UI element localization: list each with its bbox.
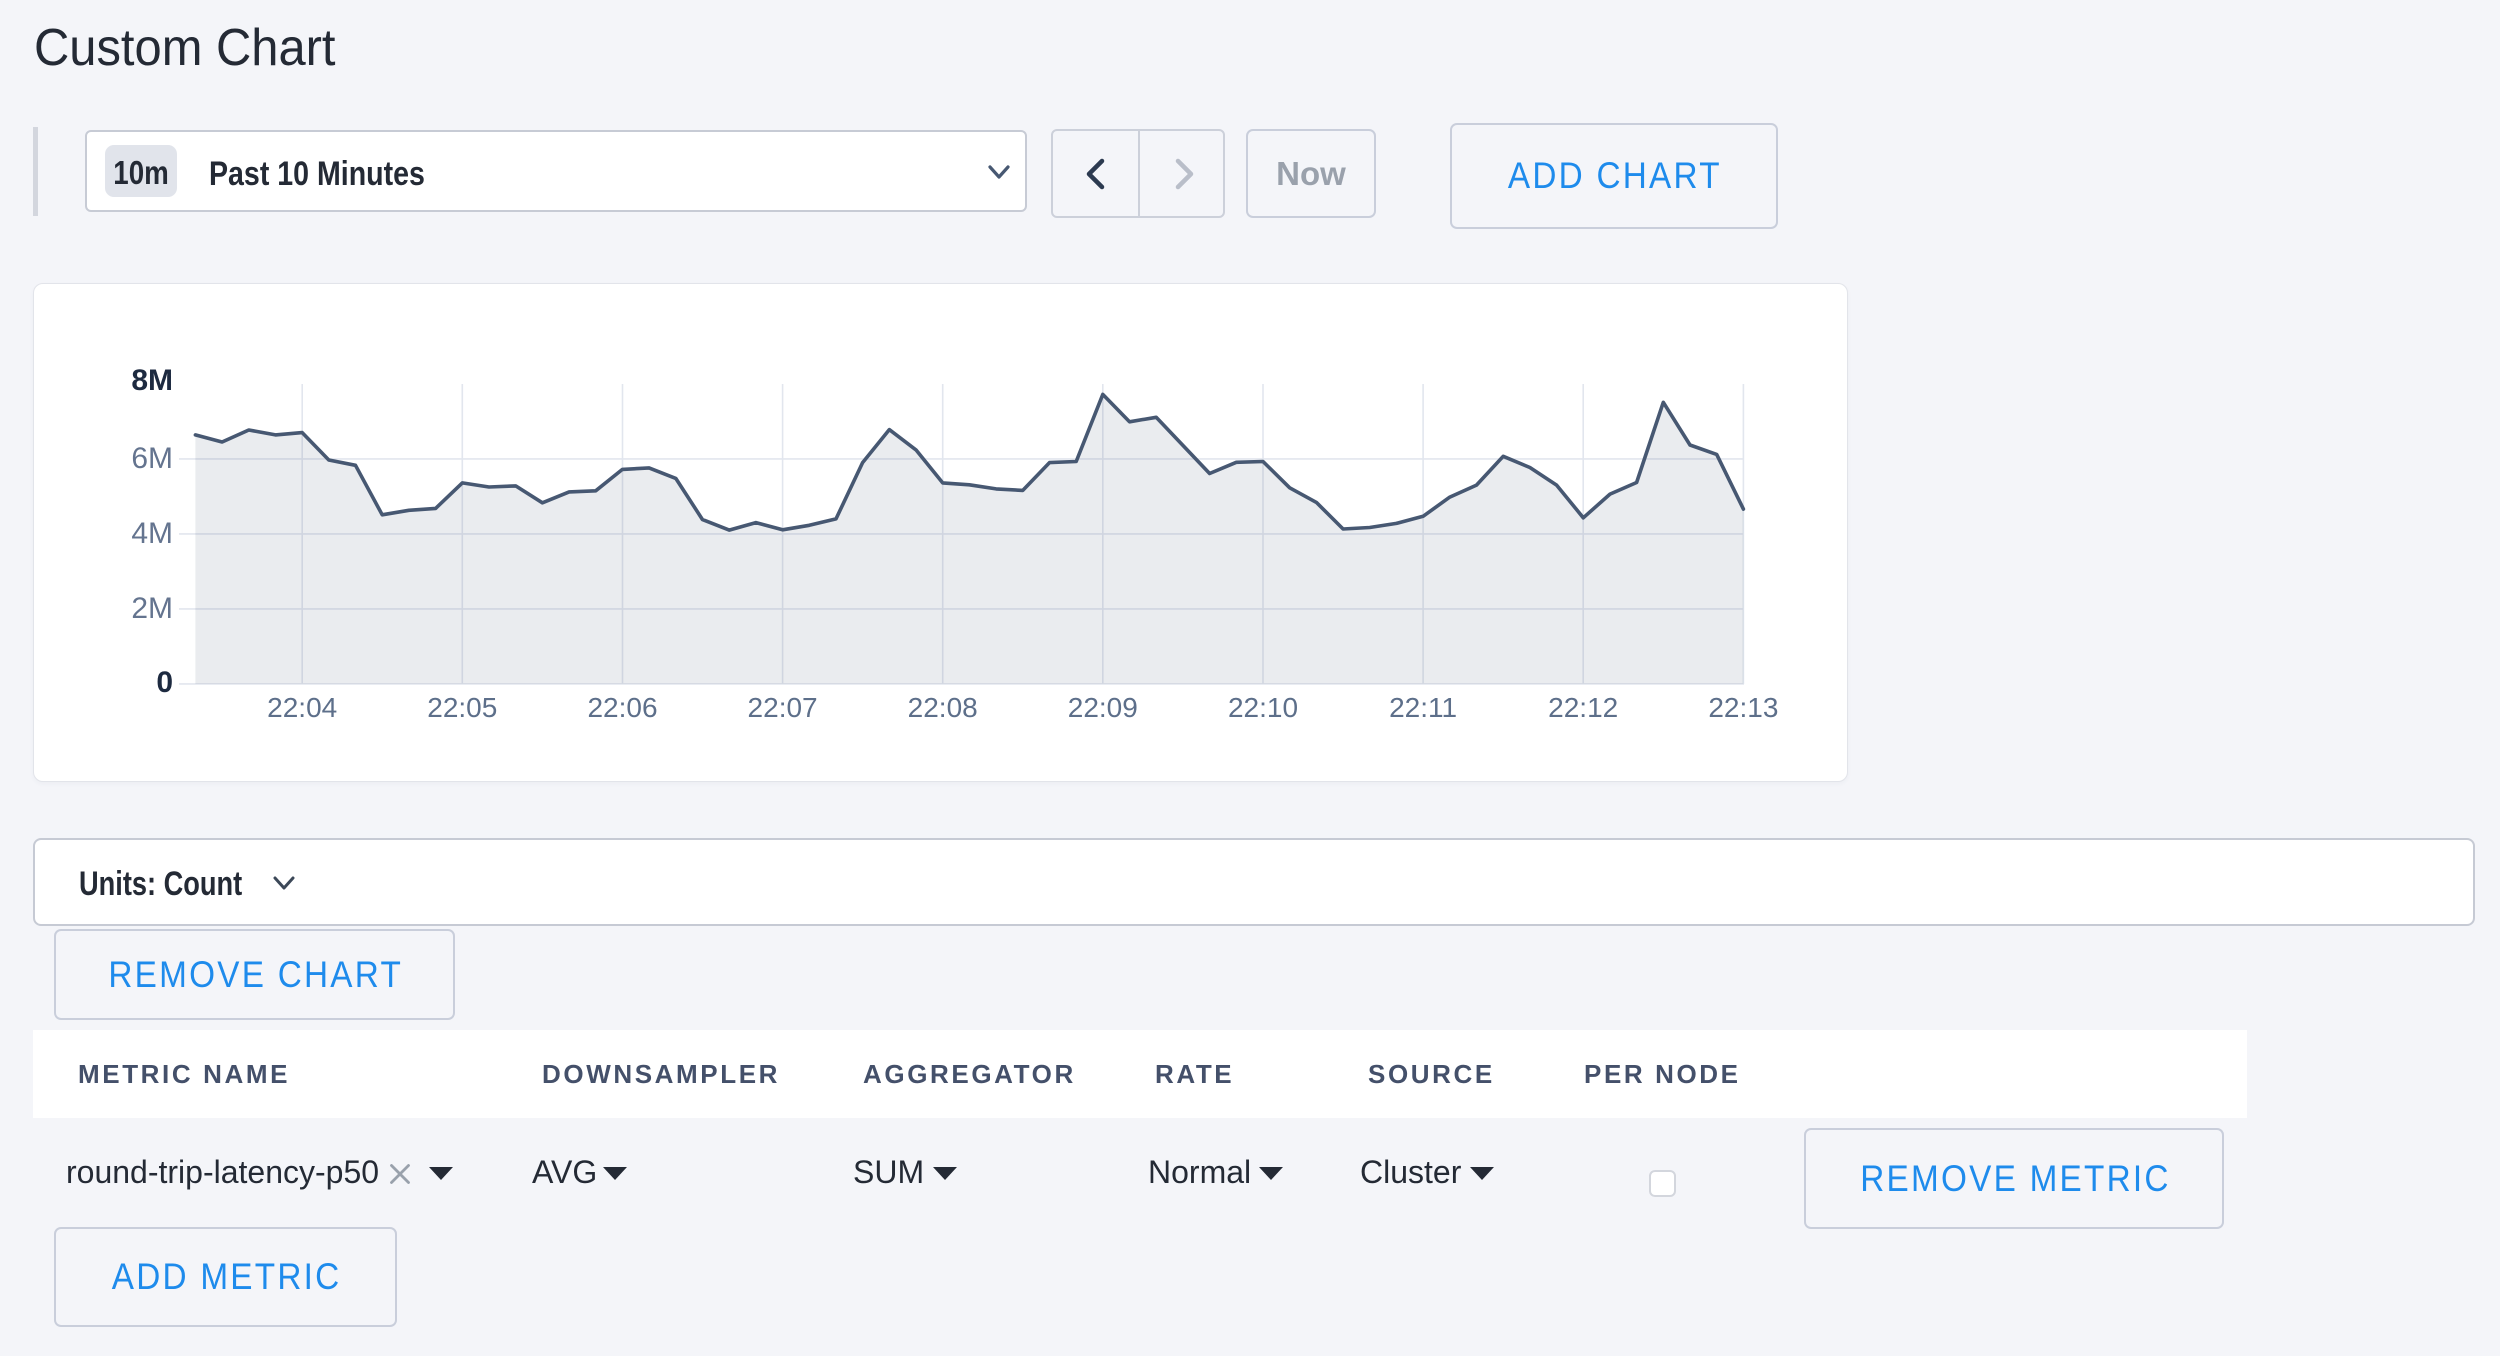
svg-text:0: 0 xyxy=(156,666,173,699)
svg-text:22:05: 22:05 xyxy=(427,692,497,723)
svg-text:22:13: 22:13 xyxy=(1708,692,1778,723)
svg-text:8M: 8M xyxy=(131,364,173,397)
svg-text:2M: 2M xyxy=(131,592,173,625)
svg-text:22:12: 22:12 xyxy=(1548,692,1618,723)
svg-text:22:06: 22:06 xyxy=(587,692,657,723)
svg-text:22:04: 22:04 xyxy=(267,692,337,723)
svg-text:4M: 4M xyxy=(131,517,173,550)
svg-text:6M: 6M xyxy=(131,442,173,475)
svg-text:22:10: 22:10 xyxy=(1228,692,1298,723)
svg-text:22:11: 22:11 xyxy=(1389,692,1457,723)
svg-text:22:07: 22:07 xyxy=(748,692,818,723)
svg-text:22:09: 22:09 xyxy=(1068,692,1138,723)
svg-text:22:08: 22:08 xyxy=(908,692,978,723)
